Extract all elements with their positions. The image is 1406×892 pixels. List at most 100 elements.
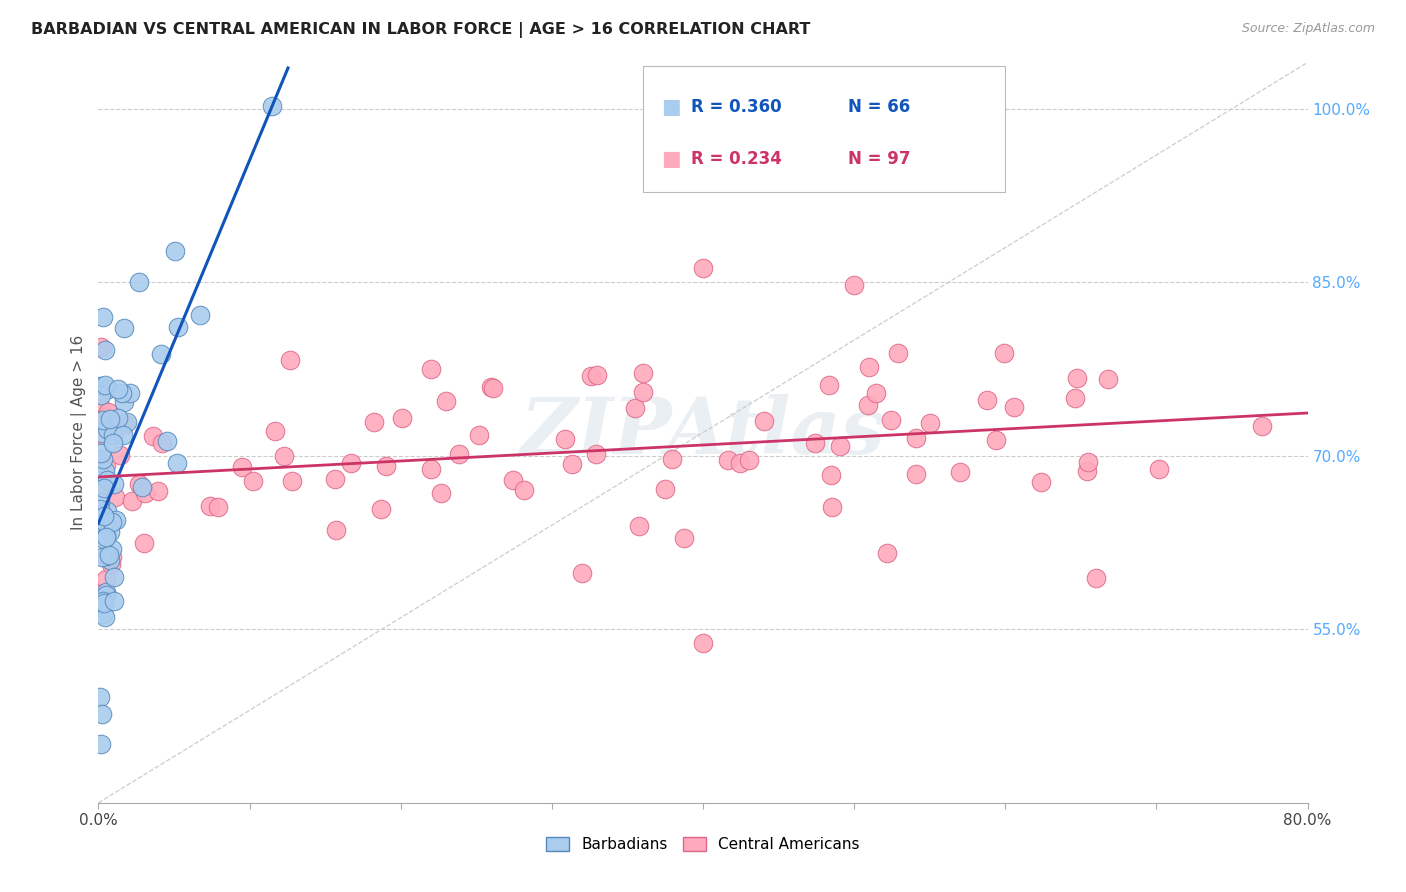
Point [281,474,304,488]
Point [103,476,125,491]
Point [262,99,284,113]
Point [1147,462,1170,476]
Point [91,425,114,440]
Point [918,416,941,430]
Point [90,524,112,538]
Point [93,607,115,621]
Point [803,435,825,450]
Point [96,530,118,544]
Point [905,467,928,482]
Point [323,473,346,487]
Point [692,636,714,650]
Point [90,737,112,751]
Point [661,451,683,466]
Point [89,446,111,460]
Point [479,380,502,394]
Point [89,379,111,393]
Point [1002,401,1025,415]
Point [264,424,287,438]
Point [1076,464,1098,478]
Point [717,453,740,467]
Point [96,549,118,563]
Point [104,513,127,527]
Point [93,409,115,424]
Point [820,467,842,482]
Point [93,532,115,546]
Point [96,474,118,488]
Point [94,588,117,602]
Point [993,345,1015,359]
Point [93,596,115,610]
Y-axis label: In Labor Force | Age > 16: In Labor Force | Age > 16 [72,335,87,530]
Point [91,413,114,427]
Point [1251,418,1274,433]
Point [949,465,972,479]
Point [112,395,135,409]
Point [370,502,392,516]
Point [976,392,998,407]
Point [554,432,576,446]
Point [101,428,124,442]
Point [1084,571,1107,585]
Text: N = 66: N = 66 [848,98,910,116]
Point [754,414,776,428]
Point [90,595,112,609]
Point [91,706,114,721]
Point [101,435,124,450]
Point [1064,392,1087,406]
Point [128,275,150,289]
Text: R = 0.234: R = 0.234 [690,150,782,168]
Point [585,447,607,461]
Point [100,553,122,567]
Point [97,383,120,397]
Point [98,548,121,562]
Point [120,386,142,401]
Point [156,434,179,448]
Text: Source: ZipAtlas.com: Source: ZipAtlas.com [1241,22,1375,36]
Point [94,585,117,599]
Point [513,483,536,498]
Point [167,320,190,334]
Point [90,479,112,493]
Point [103,570,125,584]
Point [94,343,117,357]
Point [94,458,117,473]
Point [419,462,441,476]
Point [90,340,112,354]
Point [880,413,903,427]
Point [627,519,650,533]
Point [111,386,134,401]
Point [434,393,457,408]
Point [90,607,112,622]
Point [561,457,583,471]
Point [820,500,842,515]
Point [96,504,118,518]
Point [904,431,927,445]
Point [90,586,112,600]
Point [103,594,125,608]
Point [844,277,866,292]
Point [91,594,114,608]
Point [673,531,696,545]
Point [107,382,129,396]
Point [730,457,752,471]
Point [98,411,121,425]
Text: BARBADIAN VS CENTRAL AMERICAN IN LABOR FORCE | AGE > 16 CORRELATION CHART: BARBADIAN VS CENTRAL AMERICAN IN LABOR F… [31,22,810,38]
Point [152,436,174,450]
Text: R = 0.360: R = 0.360 [690,98,782,116]
Point [104,490,127,504]
Point [828,440,851,454]
Point [631,367,654,381]
Point [108,449,131,463]
Point [101,515,124,529]
Point [96,422,118,436]
Point [93,481,115,495]
Text: ZIPAtlas: ZIPAtlas [520,394,886,471]
Text: ■: ■ [661,97,681,117]
Point [242,474,264,488]
Point [339,456,361,470]
Point [107,418,129,433]
Point [858,360,880,375]
Point [165,244,187,258]
Point [468,428,491,442]
